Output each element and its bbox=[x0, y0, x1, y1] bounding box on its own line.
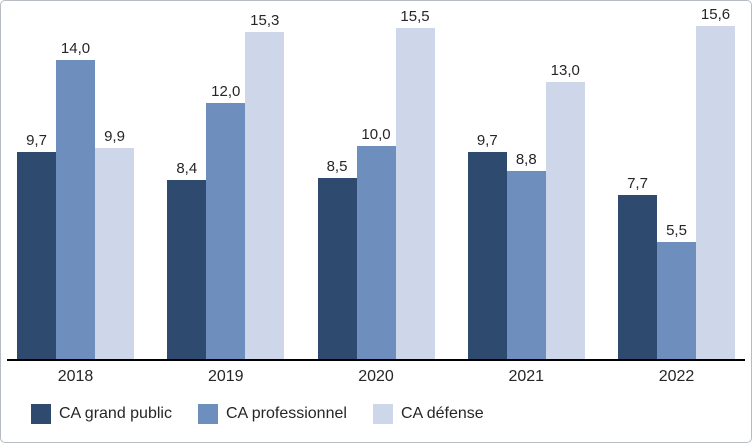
legend-swatch bbox=[31, 404, 51, 424]
bar-value-label: 13,0 bbox=[550, 62, 580, 79]
bar-column: 12,0 bbox=[206, 83, 246, 359]
bar-column: 14,0 bbox=[56, 40, 95, 359]
bar-value-label: 9,7 bbox=[26, 132, 47, 149]
bar-value-label: 8,5 bbox=[326, 158, 348, 175]
bar-ca-grand-public-2018 bbox=[17, 152, 56, 359]
legend-swatch bbox=[372, 404, 393, 424]
bar-value-label: 5,5 bbox=[666, 222, 687, 239]
bar-value-label: 8,8 bbox=[515, 151, 537, 168]
legend-item-ca-défense: CA défense bbox=[372, 404, 484, 424]
bar-value-label: 7,7 bbox=[627, 175, 648, 192]
bar-value-label: 12,0 bbox=[211, 83, 241, 100]
x-axis-label-2019: 2019 bbox=[207, 368, 244, 385]
bar-ca-professionnel-2020 bbox=[356, 146, 396, 359]
x-axis-label-2020: 2020 bbox=[358, 368, 394, 385]
bar-value-label: 8,4 bbox=[176, 160, 198, 177]
bar-ca-grand-public-2020 bbox=[317, 178, 357, 359]
bar-value-label: 15,5 bbox=[400, 8, 430, 25]
plot-area: 9,7 14,0 9,9 8,4 12,0 15,3 8,5 10,0 15,5 9,7 8,8 13… bbox=[7, 6, 745, 359]
bar-column: 8,5 bbox=[317, 158, 357, 359]
bar-value-label: 10,0 bbox=[361, 126, 391, 143]
bar-ca-professionnel-2021 bbox=[506, 171, 546, 359]
bar-value-label: 9,9 bbox=[104, 128, 125, 145]
x-axis-label-2018: 2018 bbox=[57, 368, 94, 385]
bar-ca-défense-2021 bbox=[545, 82, 585, 359]
legend-swatch bbox=[197, 404, 218, 424]
bar-ca-grand-public-2022 bbox=[618, 195, 657, 359]
bar-ca-défense-2020 bbox=[395, 28, 435, 359]
bar-column: 15,6 bbox=[696, 6, 735, 359]
bar-value-label: 14,0 bbox=[60, 40, 91, 57]
bar-column: 15,5 bbox=[395, 8, 435, 359]
bar-group-2020: 8,5 10,0 15,5 bbox=[317, 8, 435, 359]
legend-item-ca-grand-public: CA grand public bbox=[31, 404, 172, 424]
x-axis-label-2021: 2021 bbox=[508, 368, 545, 385]
bar-ca-professionnel-2019 bbox=[206, 103, 246, 359]
bar-column: 9,9 bbox=[95, 128, 134, 359]
legend-label: CA défense bbox=[400, 405, 484, 422]
legend-item-ca-professionnel: CA professionnel bbox=[197, 404, 347, 424]
bar-group-2019: 8,4 12,0 15,3 bbox=[167, 12, 285, 359]
bar-group-2018: 9,7 14,0 9,9 bbox=[17, 40, 134, 359]
bar-ca-grand-public-2019 bbox=[167, 180, 207, 359]
bar-column: 8,8 bbox=[506, 151, 546, 359]
bar-ca-grand-public-2021 bbox=[467, 152, 507, 359]
bar-ca-professionnel-2022 bbox=[657, 242, 696, 359]
bar-group-2021: 9,7 8,8 13,0 bbox=[467, 62, 585, 359]
bar-ca-professionnel-2018 bbox=[56, 60, 95, 359]
bar-group-2022: 7,7 5,5 15,6 bbox=[618, 6, 735, 359]
bar-ca-défense-2022 bbox=[696, 26, 735, 359]
bar-column: 10,0 bbox=[356, 126, 396, 359]
bar-column: 9,7 bbox=[467, 132, 507, 359]
legend-label: CA grand public bbox=[59, 405, 172, 422]
bar-column: 5,5 bbox=[657, 222, 696, 359]
bar-ca-défense-2019 bbox=[245, 32, 285, 359]
bar-value-label: 15,6 bbox=[700, 6, 731, 23]
bar-column: 8,4 bbox=[167, 160, 207, 359]
bar-ca-défense-2018 bbox=[95, 148, 134, 359]
bar-column: 13,0 bbox=[545, 62, 585, 359]
x-axis-label-2022: 2022 bbox=[658, 368, 695, 385]
bar-value-label: 9,7 bbox=[476, 132, 498, 149]
legend: CA grand public CA professionnel CA défens… bbox=[7, 393, 745, 435]
x-axis: 2018 2019 2020 2021 2022 bbox=[7, 359, 745, 393]
bar-value-label: 15,3 bbox=[250, 12, 280, 29]
bar-column: 7,7 bbox=[618, 175, 657, 359]
bar-column: 15,3 bbox=[245, 12, 285, 359]
legend-label: CA professionnel bbox=[225, 405, 347, 422]
bar-column: 9,7 bbox=[17, 132, 56, 359]
